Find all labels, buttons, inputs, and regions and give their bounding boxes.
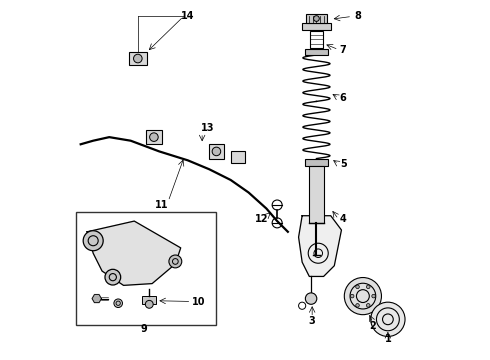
Bar [310, 31, 323, 48]
Circle shape [149, 133, 158, 141]
Circle shape [114, 299, 122, 307]
Circle shape [372, 294, 375, 298]
Circle shape [371, 302, 405, 337]
Circle shape [169, 255, 182, 268]
Bar [305, 159, 328, 166]
Circle shape [105, 269, 121, 285]
Polygon shape [92, 294, 101, 303]
Bar [305, 49, 328, 55]
Text: 9: 9 [141, 324, 147, 334]
Text: 14: 14 [181, 12, 195, 21]
Text: 13: 13 [201, 123, 214, 133]
Bar [146, 130, 162, 144]
Bar [129, 52, 147, 65]
Circle shape [212, 147, 220, 156]
Circle shape [350, 294, 354, 298]
Text: 3: 3 [309, 316, 316, 326]
Polygon shape [298, 216, 342, 276]
Text: 5: 5 [340, 159, 346, 169]
Bar [76, 212, 216, 325]
Circle shape [344, 278, 381, 315]
Bar [142, 296, 156, 304]
Circle shape [305, 293, 317, 304]
Text: 10: 10 [192, 297, 205, 307]
Bar [209, 144, 224, 158]
Bar [309, 166, 323, 223]
Text: 1: 1 [385, 334, 391, 344]
Polygon shape [87, 221, 181, 285]
Circle shape [83, 231, 103, 251]
Circle shape [314, 16, 319, 21]
Bar [306, 14, 327, 23]
Circle shape [134, 54, 142, 63]
Text: 2: 2 [369, 321, 376, 331]
Text: 7: 7 [340, 45, 346, 55]
Circle shape [367, 285, 370, 289]
Circle shape [367, 303, 370, 307]
Text: 12: 12 [255, 214, 269, 224]
Circle shape [356, 303, 359, 307]
Bar [231, 152, 245, 163]
Text: 11: 11 [155, 200, 169, 210]
Circle shape [356, 285, 359, 289]
Bar [302, 23, 331, 30]
Text: 4: 4 [340, 214, 346, 224]
Circle shape [146, 300, 153, 308]
Text: 8: 8 [354, 12, 361, 21]
Text: 6: 6 [340, 93, 346, 103]
